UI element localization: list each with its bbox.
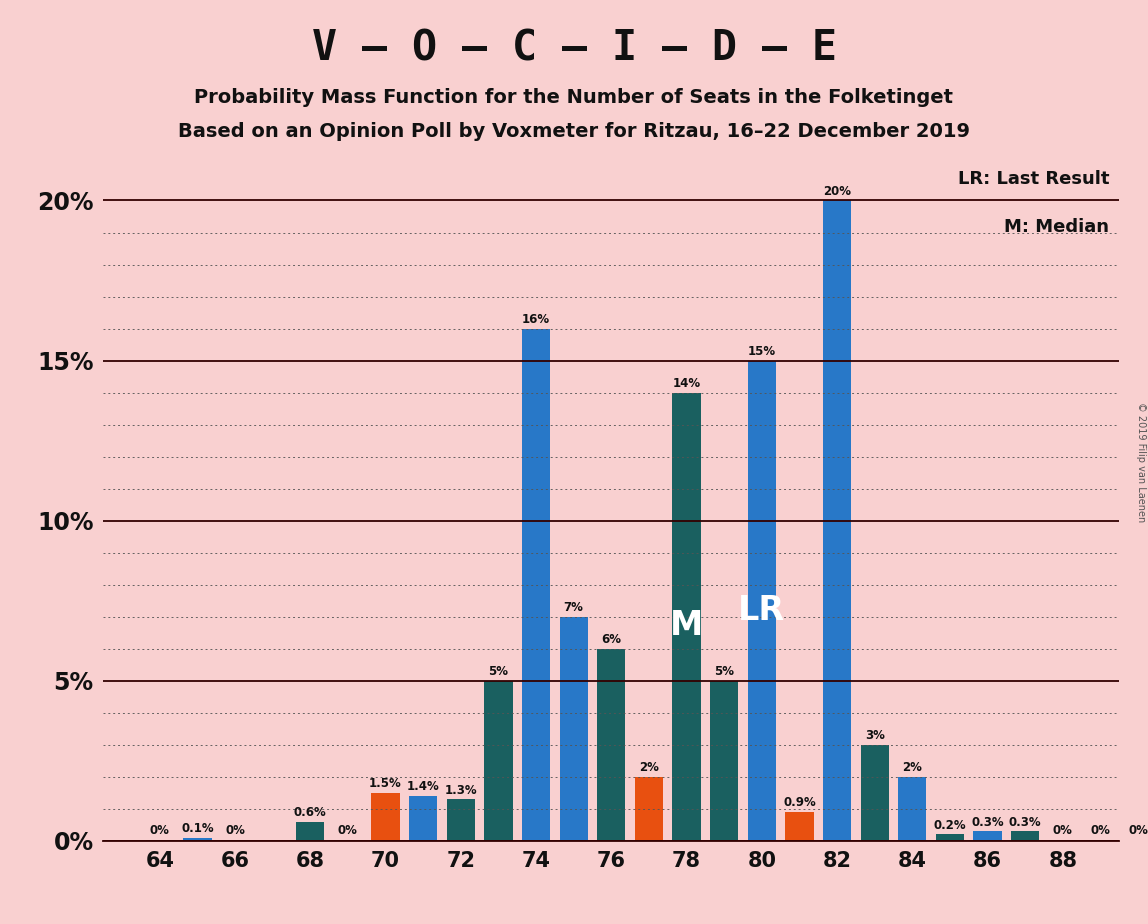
Bar [559,616,588,841]
Text: 20%: 20% [823,185,851,198]
Bar [747,360,776,841]
Text: 0.3%: 0.3% [971,816,1003,829]
Text: 0.2%: 0.2% [933,819,967,832]
Bar [785,812,814,841]
Bar [898,777,926,841]
Bar [1124,840,1148,841]
Text: 0%: 0% [1128,824,1148,837]
Text: 0%: 0% [338,824,358,837]
Text: LR: LR [738,594,785,626]
Bar [220,840,249,841]
Bar [936,834,964,841]
Bar [447,799,475,841]
Text: 0%: 0% [1091,824,1110,837]
Text: 1.4%: 1.4% [406,781,440,794]
Bar [597,649,626,841]
Text: V – O – C – I – D – E: V – O – C – I – D – E [311,28,837,69]
Bar [1049,840,1077,841]
Text: LR: Last Result: LR: Last Result [957,170,1109,188]
Text: 16%: 16% [522,313,550,326]
Bar [409,796,437,841]
Text: 5%: 5% [714,665,735,678]
Bar [184,838,211,841]
Text: 6%: 6% [602,633,621,646]
Bar [484,681,512,841]
Bar [673,393,700,841]
Bar [1011,832,1039,841]
Text: 0.1%: 0.1% [181,822,214,835]
Text: 2%: 2% [639,761,659,774]
Text: 0%: 0% [150,824,170,837]
Bar [635,777,664,841]
Text: 0.6%: 0.6% [294,806,327,819]
Text: 0.3%: 0.3% [1009,816,1041,829]
Text: © 2019 Filip van Laenen: © 2019 Filip van Laenen [1137,402,1146,522]
Text: 5%: 5% [488,665,509,678]
Bar [334,840,362,841]
Bar [861,745,889,841]
Text: 14%: 14% [673,377,700,390]
Bar [711,681,738,841]
Text: 3%: 3% [864,729,885,742]
Text: 0%: 0% [225,824,245,837]
Bar [974,832,1002,841]
Text: 1.5%: 1.5% [370,777,402,790]
Bar [296,821,325,841]
Bar [823,201,851,841]
Text: Based on an Opinion Poll by Voxmeter for Ritzau, 16–22 December 2019: Based on an Opinion Poll by Voxmeter for… [178,122,970,141]
Text: 0.9%: 0.9% [783,796,816,809]
Text: 7%: 7% [564,602,583,614]
Text: Probability Mass Function for the Number of Seats in the Folketinget: Probability Mass Function for the Number… [194,88,954,107]
Text: 1.3%: 1.3% [444,784,478,796]
Text: M: Median: M: Median [1004,218,1109,236]
Bar [372,793,400,841]
Bar [1086,840,1115,841]
Text: M: M [670,609,704,642]
Text: 2%: 2% [902,761,922,774]
Text: 15%: 15% [747,345,776,358]
Text: 0%: 0% [1053,824,1072,837]
Bar [146,840,173,841]
Bar [522,329,550,841]
